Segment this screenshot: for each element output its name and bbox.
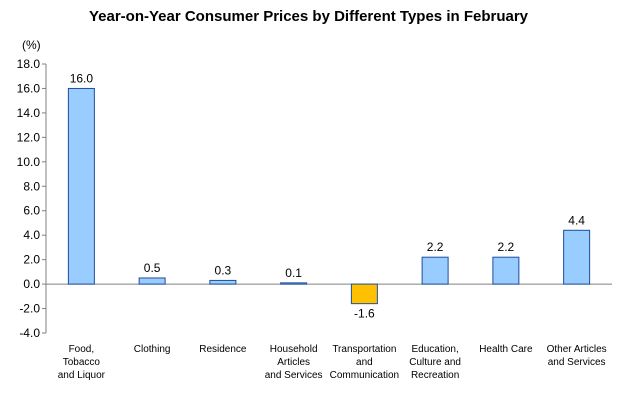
x-category-label: Transportation — [332, 344, 396, 355]
x-category-label: Communication — [330, 370, 399, 381]
x-category-label: Clothing — [134, 344, 171, 355]
x-category-label: Recreation — [411, 370, 459, 381]
x-category-label: and Services — [548, 357, 606, 368]
data-label: 0.3 — [215, 263, 232, 277]
x-category-label: Health Care — [479, 344, 533, 355]
x-category-label: Articles — [277, 357, 310, 368]
y-tick-label: 10.0 — [17, 155, 41, 169]
data-label: 0.1 — [285, 266, 302, 280]
x-category-label: and — [356, 357, 373, 368]
bar — [67, 87, 95, 285]
y-tick-label: -4.0 — [19, 326, 40, 340]
y-tick-label: 12.0 — [17, 130, 41, 144]
data-label: 2.2 — [498, 240, 515, 254]
y-axis-unit-label: (%) — [22, 38, 41, 52]
x-category-label: Residence — [199, 344, 247, 355]
x-category-label: Other Articles — [547, 344, 607, 355]
bar — [350, 283, 378, 305]
data-label: 16.0 — [70, 71, 94, 85]
y-tick-label: 4.0 — [23, 228, 40, 242]
x-category-label: and Services — [265, 370, 323, 381]
data-label: 0.5 — [144, 261, 161, 275]
x-category-label: Culture and — [409, 357, 461, 368]
y-tick-label: 0.0 — [23, 277, 40, 291]
y-tick-label: -2.0 — [19, 302, 40, 316]
y-tick-label: 16.0 — [17, 81, 41, 95]
data-label: -1.6 — [354, 307, 375, 321]
x-category-label: Tobacco — [63, 357, 101, 368]
x-category-label: Household — [270, 344, 318, 355]
x-category-label: and Liquor — [58, 370, 106, 381]
bar — [209, 279, 237, 285]
chart-title: Year-on-Year Consumer Prices by Differen… — [88, 8, 529, 25]
y-tick-label: 8.0 — [23, 179, 40, 193]
bar — [492, 256, 520, 285]
y-tick-label: 14.0 — [17, 106, 41, 120]
y-tick-label: 6.0 — [23, 204, 40, 218]
bar — [280, 282, 308, 285]
bar — [138, 277, 166, 285]
x-category-label: Food, — [69, 344, 95, 355]
data-label: 4.4 — [568, 213, 585, 227]
x-category-label: Education, — [411, 344, 458, 355]
data-label: 2.2 — [427, 240, 444, 254]
bar — [421, 256, 449, 285]
bar — [563, 229, 591, 285]
y-tick-label: 18.0 — [17, 57, 41, 71]
y-tick-label: 2.0 — [23, 253, 40, 267]
